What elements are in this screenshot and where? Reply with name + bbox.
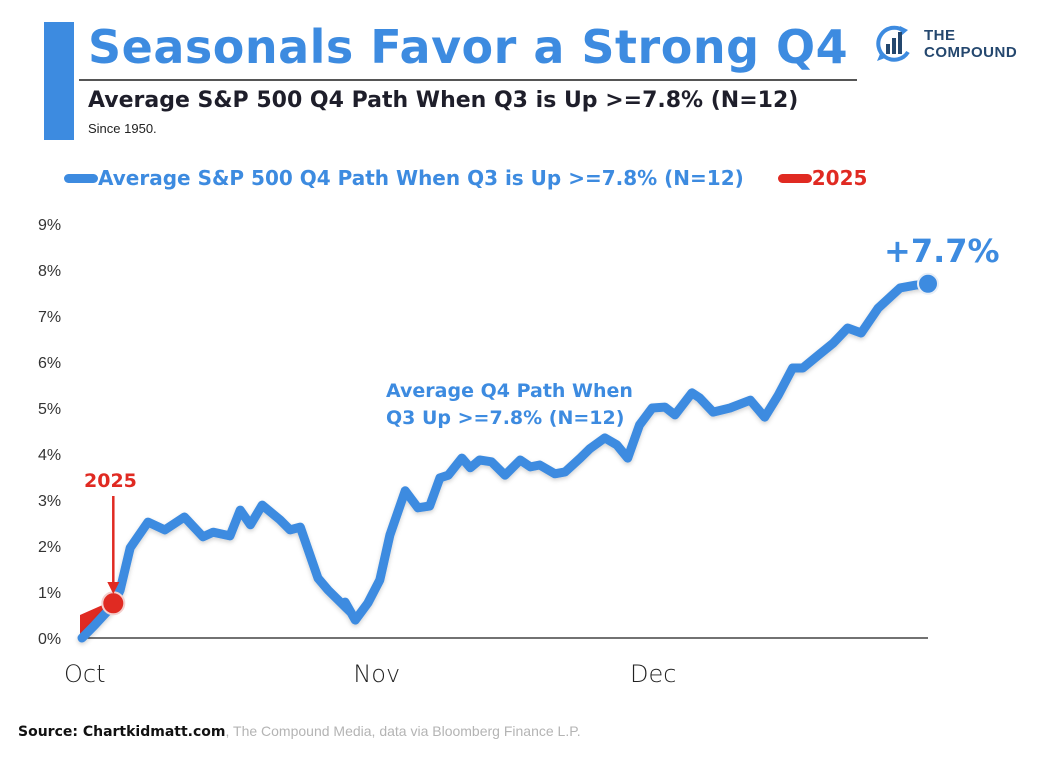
annotation-2025-label: 2025 [84,470,137,492]
y-tick-label: 6% [38,355,61,372]
chart-title: Seasonals Favor a Strong Q4 [88,20,849,74]
brand-name-line2: COMPOUND [924,44,1018,61]
chart-legend: Average S&P 500 Q4 Path When Q3 is Up >=… [64,166,867,190]
annotation-final-value: +7.7% [884,232,1000,270]
legend-item-2025: 2025 [777,166,868,190]
y-tick-label: 7% [38,309,61,326]
series-average-line [77,279,933,643]
chart-note: Since 1950. [88,121,157,136]
y-tick-label: 1% [38,585,61,602]
brand-name-line1: THE [924,27,956,44]
annotation-series-label-line2: Q3 Up >=7.8% (N=12) [386,407,624,429]
source-credit: Source: Chartkidmatt.com, The Compound M… [18,723,581,741]
y-tick-label: 2% [38,539,61,556]
legend-swatch-2025 [777,173,812,183]
source-bold: Source: Chartkidmatt.com [18,724,226,740]
brand-name: THE COMPOUND [924,27,1017,61]
line-chart: 0% 1% 2% 3% 4% 5% 6% 7% 8% 9% Oct Nov Dec +7.7% Averag… [38,217,1000,688]
y-tick-label: 0% [38,631,61,648]
series-2025-marker [101,591,126,616]
chart-subtitle: Average S&P 500 Q4 Path When Q3 is Up >=… [88,88,799,113]
legend-item-average: Average S&P 500 Q4 Path When Q3 is Up >=… [64,166,744,190]
y-tick-label: 5% [38,401,61,418]
series-average-end-marker [917,272,939,295]
y-tick-label: 9% [38,217,61,234]
bar-chart-cycle-icon [876,25,910,62]
source-rest: , The Compound Media, data via Bloomberg… [225,723,581,739]
brand-logo: THE COMPOUND [874,24,1017,64]
legend-label-average: Average S&P 500 Q4 Path When Q3 is Up >=… [98,166,744,190]
y-tick-label: 8% [38,263,61,280]
x-tick-label-dec: Dec [630,660,676,688]
x-tick-label-nov: Nov [353,660,400,688]
y-tick-label: 3% [38,493,61,510]
legend-label-2025: 2025 [811,166,868,190]
title-divider [79,79,857,81]
annotation-2025-arrow-head [107,582,120,594]
title-accent-bar [44,22,74,140]
annotation-series-label-line1: Average Q4 Path When [386,380,633,402]
y-tick-label: 4% [38,447,61,464]
x-tick-label-oct: Oct [64,660,106,688]
legend-swatch-average [64,173,98,183]
